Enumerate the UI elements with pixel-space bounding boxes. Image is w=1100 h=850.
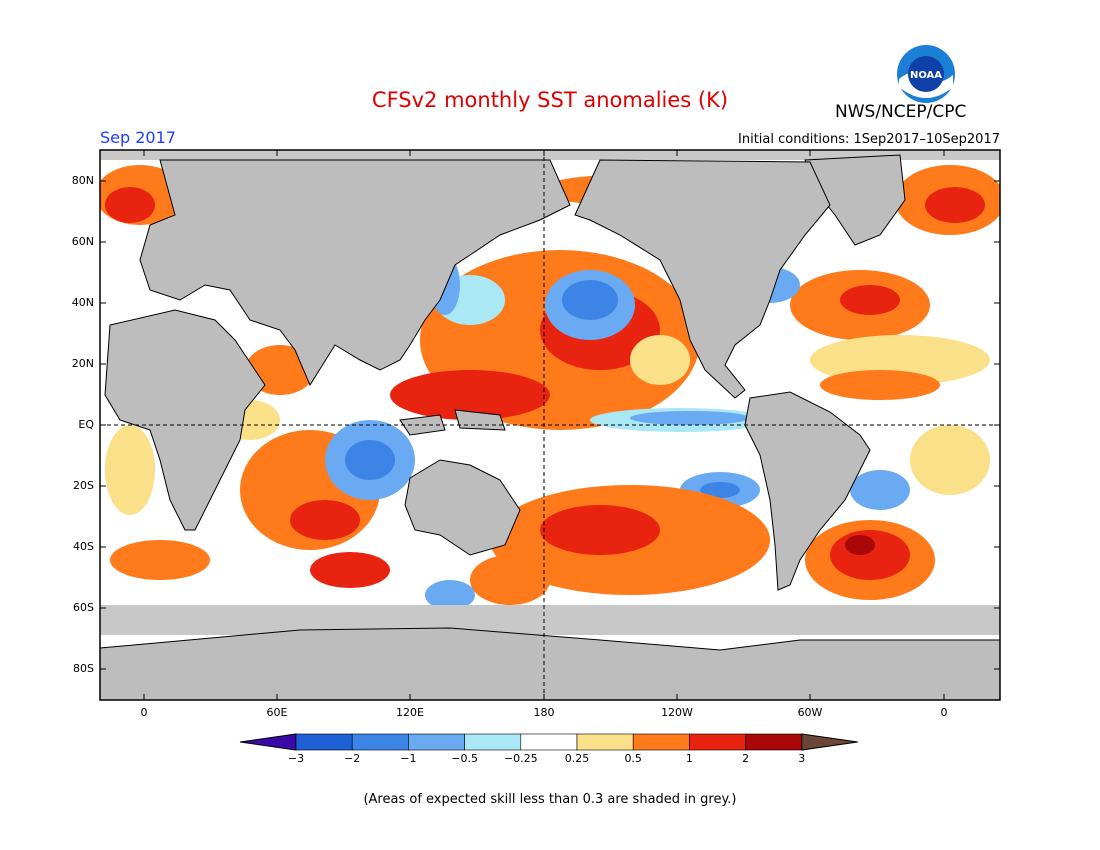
lat-label: 60N: [71, 235, 94, 248]
lon-label: 0: [140, 706, 148, 719]
initial-conditions: Initial conditions: 1Sep2017–10Sep2017: [738, 132, 1000, 147]
map-title: CFSv2 monthly SST anomalies (K): [371, 88, 729, 112]
axis-ticks: [100, 150, 1000, 700]
colorbar-segment: [351, 733, 409, 751]
colorbar-segment: [632, 733, 690, 751]
colorbar-segment: [576, 733, 634, 751]
forecast-month: Sep 2017: [100, 128, 176, 147]
skill-footnote: (Areas of expected skill less than 0.3 a…: [363, 792, 737, 807]
colorbar: [239, 733, 858, 751]
colorbar-max-arrow: [801, 733, 858, 751]
colorbar-label: −3: [287, 752, 305, 765]
sst-anomaly-field: [100, 150, 1000, 635]
lon-label: 0: [940, 706, 948, 719]
lon-label: 60E: [266, 706, 288, 719]
noaa-logo: NOAA: [897, 45, 955, 103]
lat-label: 80N: [71, 174, 94, 187]
land-masses: [100, 154, 1000, 700]
lat-label: EQ: [78, 418, 94, 431]
lon-label: 60W: [797, 706, 823, 719]
lat-label: 80S: [73, 662, 94, 675]
colorbar-label: −1: [400, 752, 417, 765]
colorbar-segment: [464, 733, 522, 751]
logo-text: NOAA: [910, 70, 942, 81]
colorbar-segment: [408, 733, 465, 751]
colorbar-segment: [295, 733, 353, 751]
lat-label: 40N: [71, 296, 94, 309]
colorbar-label: 2: [742, 752, 750, 765]
colorbar-segment: [520, 733, 578, 751]
lat-label: 60S: [73, 601, 94, 614]
lon-label: 120W: [661, 706, 693, 719]
colorbar-label: 0.5: [624, 752, 642, 765]
colorbar-min-arrow: [239, 733, 297, 751]
colorbar-segment: [689, 733, 746, 751]
colorbar-label: 1: [685, 752, 693, 765]
colorbar-label: −2: [344, 752, 361, 765]
lat-label: 40S: [73, 540, 94, 553]
lat-label: 20S: [73, 479, 94, 492]
colorbar-label: 3: [798, 752, 806, 765]
lon-label: 120E: [396, 706, 424, 719]
lon-label: 180: [533, 706, 555, 719]
colorbar-segment: [745, 733, 803, 751]
organization-label: NWS/NCEP/CPC: [835, 102, 967, 122]
lat-label: 20N: [71, 357, 94, 370]
colorbar-label: −0.25: [503, 752, 538, 765]
colorbar-label: 0.25: [564, 752, 590, 765]
colorbar-label: −0.5: [451, 752, 478, 765]
